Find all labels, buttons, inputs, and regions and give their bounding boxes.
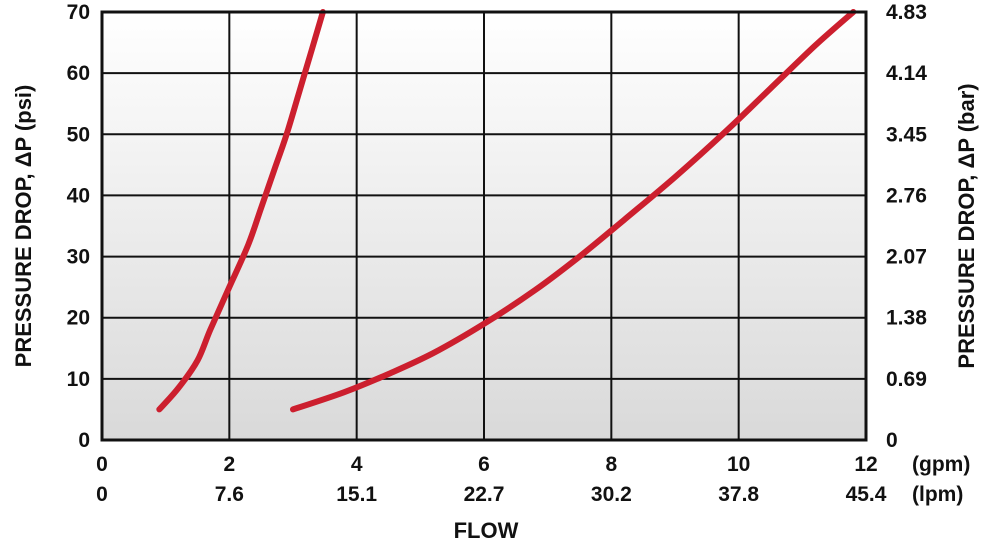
plot-frame bbox=[100, 10, 868, 442]
x-axis-lpm-ticks: 0 7.6 15.1 22.7 30.2 37.8 45.4 bbox=[96, 483, 887, 506]
y-tick-label-psi: 60 bbox=[67, 62, 90, 85]
x-tick-label-gpm: 10 bbox=[727, 453, 750, 476]
curves bbox=[156, 9, 857, 413]
x-tick-label-gpm: 0 bbox=[96, 453, 108, 476]
x-tick-label-gpm: 6 bbox=[478, 453, 490, 476]
y-axis-left-title: PRESSURE DROP, ΔP (psi) bbox=[11, 85, 36, 368]
x-tick-label-gpm: 2 bbox=[223, 453, 235, 476]
x-unit-lpm: (lpm) bbox=[912, 483, 963, 506]
x-tick-label-gpm: 12 bbox=[854, 453, 877, 476]
x-tick-label-lpm: 37.8 bbox=[718, 483, 759, 506]
y-tick-label-bar: 4.83 bbox=[886, 1, 927, 24]
x-tick-label-lpm: 45.4 bbox=[846, 483, 887, 506]
pressure-curve-1 bbox=[156, 9, 326, 413]
x-tick-label-lpm: 30.2 bbox=[591, 483, 632, 506]
y-tick-label-psi: 40 bbox=[67, 184, 90, 207]
x-unit-gpm: (gpm) bbox=[912, 453, 970, 476]
y-tick-label-psi: 50 bbox=[67, 123, 90, 146]
y-tick-label-bar: 0.69 bbox=[886, 368, 927, 391]
x-tick-label-lpm: 15.1 bbox=[336, 483, 377, 506]
grid bbox=[102, 12, 866, 440]
x-tick-label-gpm: 4 bbox=[351, 453, 363, 476]
y-tick-label-psi: 70 bbox=[67, 1, 90, 24]
y-tick-label-psi: 10 bbox=[67, 368, 90, 391]
y-tick-label-bar: 2.76 bbox=[886, 184, 927, 207]
y-tick-label-bar: 3.45 bbox=[886, 123, 927, 146]
y-tick-label-bar: 1.38 bbox=[886, 307, 927, 330]
y-axis-bar-ticks: 0 0.69 1.38 2.07 2.76 3.45 4.14 4.83 bbox=[886, 1, 927, 452]
y-tick-label-psi: 0 bbox=[78, 429, 90, 452]
x-tick-label-lpm: 22.7 bbox=[464, 483, 505, 506]
x-axis-title: FLOW bbox=[454, 518, 519, 543]
y-tick-label-psi: 20 bbox=[67, 307, 90, 330]
x-axis-gpm-ticks: 0 2 4 6 8 10 12 bbox=[96, 453, 878, 476]
x-tick-label-lpm: 7.6 bbox=[215, 483, 244, 506]
y-tick-label-bar: 2.07 bbox=[886, 246, 927, 269]
y-axis-psi-ticks: 0 10 20 30 40 50 60 70 bbox=[67, 1, 90, 452]
y-tick-label-psi: 30 bbox=[67, 246, 90, 269]
x-tick-label-lpm: 0 bbox=[96, 483, 108, 506]
y-tick-label-bar: 0 bbox=[886, 429, 898, 452]
y-tick-label-bar: 4.14 bbox=[886, 62, 927, 85]
y-axis-right-title: PRESSURE DROP, ΔP (bar) bbox=[954, 83, 979, 368]
x-tick-label-gpm: 8 bbox=[605, 453, 617, 476]
pressure-curve-2 bbox=[290, 9, 857, 413]
